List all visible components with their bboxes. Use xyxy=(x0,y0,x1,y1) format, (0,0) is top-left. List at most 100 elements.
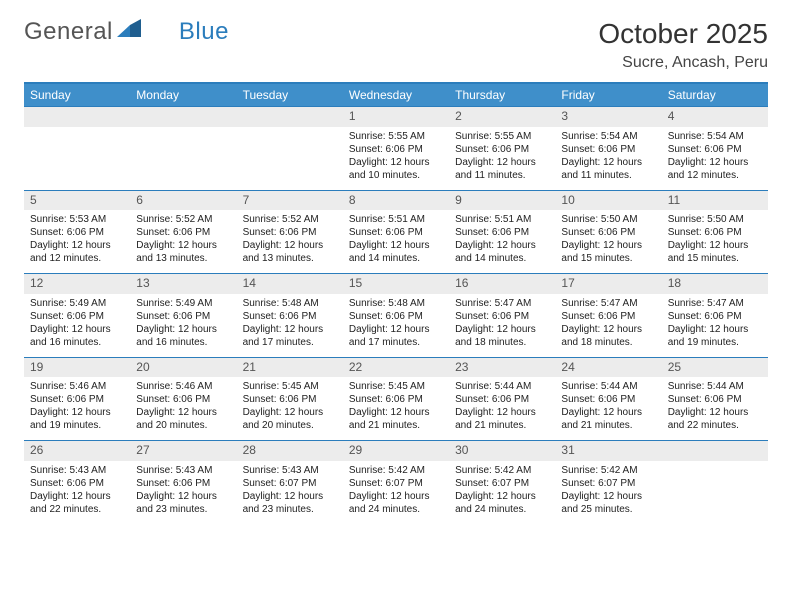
calendar-day-cell: 25Sunrise: 5:44 AMSunset: 6:06 PMDayligh… xyxy=(662,357,768,441)
day-body: Sunrise: 5:53 AMSunset: 6:06 PMDaylight:… xyxy=(24,210,130,273)
day-body: Sunrise: 5:54 AMSunset: 6:06 PMDaylight:… xyxy=(555,127,661,190)
day-number: 17 xyxy=(555,274,661,294)
day-number: 29 xyxy=(343,441,449,461)
day-body: Sunrise: 5:52 AMSunset: 6:06 PMDaylight:… xyxy=(237,210,343,273)
calendar-day-cell xyxy=(24,107,130,191)
day-number: 31 xyxy=(555,441,661,461)
logo-text-2: Blue xyxy=(179,18,229,46)
day-number: 27 xyxy=(130,441,236,461)
day-number: 11 xyxy=(662,191,768,211)
calendar-table: Sunday Monday Tuesday Wednesday Thursday… xyxy=(24,82,768,524)
day-number: 13 xyxy=(130,274,236,294)
calendar-day-cell: 28Sunrise: 5:43 AMSunset: 6:07 PMDayligh… xyxy=(237,441,343,524)
day-body: Sunrise: 5:51 AMSunset: 6:06 PMDaylight:… xyxy=(343,210,449,273)
day-body: Sunrise: 5:44 AMSunset: 6:06 PMDaylight:… xyxy=(555,377,661,440)
day-number: 30 xyxy=(449,441,555,461)
col-tuesday: Tuesday xyxy=(237,83,343,107)
day-body: Sunrise: 5:45 AMSunset: 6:06 PMDaylight:… xyxy=(237,377,343,440)
day-body: Sunrise: 5:49 AMSunset: 6:06 PMDaylight:… xyxy=(130,294,236,357)
day-body: Sunrise: 5:42 AMSunset: 6:07 PMDaylight:… xyxy=(555,461,661,524)
calendar-day-cell xyxy=(130,107,236,191)
day-body: Sunrise: 5:55 AMSunset: 6:06 PMDaylight:… xyxy=(449,127,555,190)
day-number: 6 xyxy=(130,191,236,211)
calendar-day-cell: 12Sunrise: 5:49 AMSunset: 6:06 PMDayligh… xyxy=(24,274,130,358)
calendar-day-cell: 21Sunrise: 5:45 AMSunset: 6:06 PMDayligh… xyxy=(237,357,343,441)
calendar-day-cell: 20Sunrise: 5:46 AMSunset: 6:06 PMDayligh… xyxy=(130,357,236,441)
calendar-day-cell: 10Sunrise: 5:50 AMSunset: 6:06 PMDayligh… xyxy=(555,190,661,274)
logo-icon xyxy=(117,18,143,46)
day-number: 7 xyxy=(237,191,343,211)
calendar-day-cell: 26Sunrise: 5:43 AMSunset: 6:06 PMDayligh… xyxy=(24,441,130,524)
day-body: Sunrise: 5:48 AMSunset: 6:06 PMDaylight:… xyxy=(343,294,449,357)
calendar-week-row: 5Sunrise: 5:53 AMSunset: 6:06 PMDaylight… xyxy=(24,190,768,274)
calendar-week-row: 26Sunrise: 5:43 AMSunset: 6:06 PMDayligh… xyxy=(24,441,768,524)
day-body: Sunrise: 5:43 AMSunset: 6:07 PMDaylight:… xyxy=(237,461,343,524)
calendar-week-row: 19Sunrise: 5:46 AMSunset: 6:06 PMDayligh… xyxy=(24,357,768,441)
day-body: Sunrise: 5:45 AMSunset: 6:06 PMDaylight:… xyxy=(343,377,449,440)
col-wednesday: Wednesday xyxy=(343,83,449,107)
title-block: October 2025 Sucre, Ancash, Peru xyxy=(598,18,768,72)
calendar-day-cell: 13Sunrise: 5:49 AMSunset: 6:06 PMDayligh… xyxy=(130,274,236,358)
calendar-page: General Blue October 2025 Sucre, Ancash,… xyxy=(0,0,792,524)
day-body: Sunrise: 5:51 AMSunset: 6:06 PMDaylight:… xyxy=(449,210,555,273)
header: General Blue October 2025 Sucre, Ancash,… xyxy=(24,18,768,72)
day-number: 15 xyxy=(343,274,449,294)
col-saturday: Saturday xyxy=(662,83,768,107)
calendar-day-cell xyxy=(237,107,343,191)
day-body: Sunrise: 5:46 AMSunset: 6:06 PMDaylight:… xyxy=(130,377,236,440)
calendar-day-cell: 15Sunrise: 5:48 AMSunset: 6:06 PMDayligh… xyxy=(343,274,449,358)
day-number: 5 xyxy=(24,191,130,211)
page-title: October 2025 xyxy=(598,18,768,50)
day-number: 25 xyxy=(662,358,768,378)
calendar-day-cell: 30Sunrise: 5:42 AMSunset: 6:07 PMDayligh… xyxy=(449,441,555,524)
day-body: Sunrise: 5:42 AMSunset: 6:07 PMDaylight:… xyxy=(449,461,555,524)
day-number: 14 xyxy=(237,274,343,294)
calendar-day-cell: 16Sunrise: 5:47 AMSunset: 6:06 PMDayligh… xyxy=(449,274,555,358)
calendar-day-cell: 22Sunrise: 5:45 AMSunset: 6:06 PMDayligh… xyxy=(343,357,449,441)
calendar-day-cell: 11Sunrise: 5:50 AMSunset: 6:06 PMDayligh… xyxy=(662,190,768,274)
day-number: 4 xyxy=(662,107,768,127)
calendar-day-cell: 19Sunrise: 5:46 AMSunset: 6:06 PMDayligh… xyxy=(24,357,130,441)
calendar-day-cell: 17Sunrise: 5:47 AMSunset: 6:06 PMDayligh… xyxy=(555,274,661,358)
calendar-day-cell: 1Sunrise: 5:55 AMSunset: 6:06 PMDaylight… xyxy=(343,107,449,191)
day-number: 28 xyxy=(237,441,343,461)
col-thursday: Thursday xyxy=(449,83,555,107)
calendar-day-cell: 23Sunrise: 5:44 AMSunset: 6:06 PMDayligh… xyxy=(449,357,555,441)
day-body: Sunrise: 5:52 AMSunset: 6:06 PMDaylight:… xyxy=(130,210,236,273)
day-body: Sunrise: 5:50 AMSunset: 6:06 PMDaylight:… xyxy=(662,210,768,273)
day-body: Sunrise: 5:44 AMSunset: 6:06 PMDaylight:… xyxy=(662,377,768,440)
col-sunday: Sunday xyxy=(24,83,130,107)
calendar-day-cell: 31Sunrise: 5:42 AMSunset: 6:07 PMDayligh… xyxy=(555,441,661,524)
col-friday: Friday xyxy=(555,83,661,107)
day-number: 26 xyxy=(24,441,130,461)
calendar-day-cell: 6Sunrise: 5:52 AMSunset: 6:06 PMDaylight… xyxy=(130,190,236,274)
calendar-day-cell: 4Sunrise: 5:54 AMSunset: 6:06 PMDaylight… xyxy=(662,107,768,191)
day-body: Sunrise: 5:49 AMSunset: 6:06 PMDaylight:… xyxy=(24,294,130,357)
calendar-day-cell: 14Sunrise: 5:48 AMSunset: 6:06 PMDayligh… xyxy=(237,274,343,358)
day-number: 22 xyxy=(343,358,449,378)
day-number: 8 xyxy=(343,191,449,211)
day-body: Sunrise: 5:55 AMSunset: 6:06 PMDaylight:… xyxy=(343,127,449,190)
day-number: 2 xyxy=(449,107,555,127)
calendar-body: 1Sunrise: 5:55 AMSunset: 6:06 PMDaylight… xyxy=(24,107,768,524)
day-number: 1 xyxy=(343,107,449,127)
location-text: Sucre, Ancash, Peru xyxy=(598,54,768,72)
day-number: 23 xyxy=(449,358,555,378)
day-number: 3 xyxy=(555,107,661,127)
calendar-week-row: 1Sunrise: 5:55 AMSunset: 6:06 PMDaylight… xyxy=(24,107,768,191)
day-body: Sunrise: 5:44 AMSunset: 6:06 PMDaylight:… xyxy=(449,377,555,440)
day-body: Sunrise: 5:46 AMSunset: 6:06 PMDaylight:… xyxy=(24,377,130,440)
day-body: Sunrise: 5:47 AMSunset: 6:06 PMDaylight:… xyxy=(449,294,555,357)
calendar-week-row: 12Sunrise: 5:49 AMSunset: 6:06 PMDayligh… xyxy=(24,274,768,358)
day-number: 16 xyxy=(449,274,555,294)
calendar-day-cell: 18Sunrise: 5:47 AMSunset: 6:06 PMDayligh… xyxy=(662,274,768,358)
day-number: 19 xyxy=(24,358,130,378)
calendar-day-cell: 24Sunrise: 5:44 AMSunset: 6:06 PMDayligh… xyxy=(555,357,661,441)
calendar-day-cell: 3Sunrise: 5:54 AMSunset: 6:06 PMDaylight… xyxy=(555,107,661,191)
day-number: 20 xyxy=(130,358,236,378)
day-number: 12 xyxy=(24,274,130,294)
calendar-day-cell xyxy=(662,441,768,524)
day-number: 9 xyxy=(449,191,555,211)
day-number: 24 xyxy=(555,358,661,378)
day-body: Sunrise: 5:50 AMSunset: 6:06 PMDaylight:… xyxy=(555,210,661,273)
